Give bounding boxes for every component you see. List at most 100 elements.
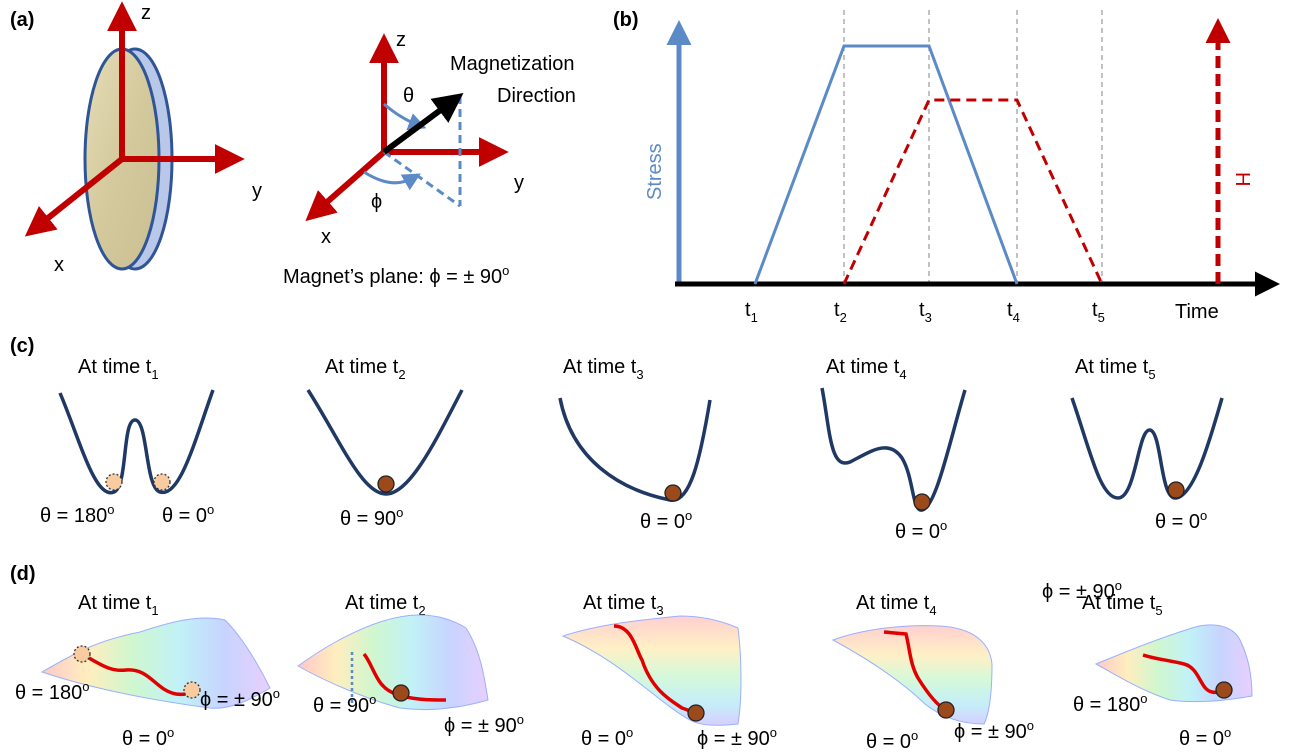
magnet-plane-caption: Magnet’s plane: ϕ = ± 90o (283, 263, 509, 288)
panel-d-title: At time t3 (583, 592, 664, 618)
time-tick-label-sub: 5 (1098, 310, 1105, 325)
panel-d: (d) At time t1 At time t2 At time t3 At tim… (10, 563, 1253, 753)
spherical-coords: z y x θ ϕ Magnetization Direction (305, 29, 576, 248)
panel-d-angle-label: θ = 0o (1179, 725, 1231, 750)
panel-d-title: At time t1 (78, 592, 159, 618)
panel-d-angle-label: θ = 0o (866, 728, 918, 753)
phi-arc (363, 170, 421, 191)
panel-d-angle-label-sup: o (626, 725, 633, 740)
panel-c-theta-label-sup: o (1200, 508, 1207, 523)
theta-arc (383, 102, 427, 131)
h-label: H (1231, 172, 1253, 186)
ghost-ball-0 (153, 473, 171, 491)
panel-d-angle-label-sup: o (517, 712, 524, 727)
panel-d-angle-label-text: θ = 0 (866, 731, 911, 753)
panel-d-angle-label-sup: o (1115, 578, 1122, 593)
time-tick-label-text: t (834, 299, 840, 321)
panel-d-title-text: At time t (583, 592, 657, 614)
panel-d-angle-label: ϕ = ± 90o (1042, 578, 1122, 603)
panel-d-angle-label: ϕ = ± 90o (697, 725, 777, 750)
coord-y-label: y (514, 172, 524, 194)
coord-x-label: x (321, 226, 331, 248)
panel-d-title-sub: 4 (929, 603, 936, 618)
time-tick-label-text: t (919, 299, 925, 321)
panel-c-title-sub: 3 (636, 367, 643, 382)
ghost-ball-d1a (73, 645, 91, 663)
phi-symbol: ϕ (371, 191, 382, 213)
time-tick-label: t5 (1092, 299, 1105, 325)
time-tick-label: t4 (1007, 299, 1020, 325)
ball-d4 (937, 701, 955, 719)
magnetization-label-2: Direction (497, 85, 576, 107)
panel-d-title-text: At time t (1082, 592, 1156, 614)
panel-d-angle-label-text: θ = 0 (1179, 728, 1224, 750)
path-t4 (883, 630, 947, 712)
ball-t5 (1167, 481, 1185, 499)
panel-d-title-sub: 2 (418, 603, 425, 618)
panel-a-label: (a) (10, 9, 34, 31)
panel-c-theta-label-sup: o (396, 505, 403, 520)
energy-curve-t2 (306, 389, 464, 496)
panel-d-title: At time t5 (1082, 592, 1163, 618)
panel-c-title-sub: 2 (398, 367, 405, 382)
panel-c-title: At time t2 (325, 356, 406, 382)
panel-c-title-text: At time t (1075, 356, 1149, 378)
panel-d-title-text: At time t (78, 592, 152, 614)
panel-d-title-sub: 3 (656, 603, 663, 618)
panel-d-angle-label-text: ϕ = ± 90 (444, 715, 517, 737)
panel-c-theta-label-sup: o (940, 518, 947, 533)
ghost-ball-d1b (183, 681, 201, 699)
time-tick-label: t1 (745, 299, 758, 325)
panel-d-angle-label: θ = 180o (15, 679, 90, 704)
caption-main: Magnet’s plane: ϕ = ± 90 (283, 266, 502, 288)
theta-symbol: θ (403, 85, 414, 107)
panel-c-titles: At time t1 At time t2 At time t3 At time t4… (78, 356, 1156, 382)
panel-d-angle-label-text: ϕ = ± 90 (954, 721, 1027, 743)
panel-c-labels: θ = 180o θ = 0o θ = 90o θ = 0oθ = 0o θ = 0o (40, 502, 1207, 543)
panel-d-angle-label-sup: o (82, 679, 89, 694)
panel-d-angle-label-text: θ = 90 (313, 695, 369, 717)
ball-d5 (1215, 681, 1233, 699)
stress-label: Stress (644, 143, 666, 200)
panel-c-title-text: At time t (826, 356, 900, 378)
disk-x-axis (24, 156, 124, 237)
panel-d-title-text: At time t (345, 592, 419, 614)
panel-d-angle-label-sup: o (1140, 691, 1147, 706)
panel-c-theta-label: θ = 0o (1155, 508, 1207, 533)
time-tick-label-sub: 3 (925, 310, 932, 325)
panel-c-theta-label-sup: o (207, 502, 214, 517)
magnetization-label-1: Magnetization (450, 53, 575, 75)
surface-t4 (831, 625, 993, 725)
panel-d-angle-label-sup: o (167, 725, 174, 740)
energy-curve-t4 (820, 387, 967, 512)
panel-d-label: (d) (10, 563, 36, 585)
panel-d-angle-label: ϕ = ± 90o (444, 712, 524, 737)
time-tick-label-sub: 1 (751, 310, 758, 325)
time-tick-label: t2 (834, 299, 847, 325)
panel-d-angle-label-text: ϕ = ± 90 (1042, 581, 1115, 603)
panel-d-title-sub: 1 (151, 603, 158, 618)
panel-c-title: At time t5 (1075, 356, 1156, 382)
panel-d-angle-label-sup: o (273, 686, 280, 701)
panel-c: (c) At time t1 At time t2 At time t3 At tim… (10, 335, 1224, 543)
surface-t3 (561, 615, 742, 726)
time-tick-label: t3 (919, 299, 932, 325)
panel-d-title-text: At time t (856, 592, 930, 614)
disk-z-label: z (141, 2, 151, 24)
panel-d-angle-label-sup: o (770, 725, 777, 740)
time-tick-label-sub: 4 (1013, 310, 1020, 325)
panel-d-angle-label-sup: o (1224, 725, 1231, 740)
panel-c-label: (c) (10, 335, 34, 357)
ball-d2 (392, 684, 410, 702)
coord-x-axis (305, 149, 386, 222)
panel-a: (a) z y x z y x θ ϕ (10, 1, 576, 288)
ball-t3 (664, 484, 682, 502)
panel-d-angle-label: θ = 90o (313, 692, 376, 717)
panel-c-title: At time t1 (78, 356, 159, 382)
panel-d-angle-label: θ = 0o (122, 725, 174, 750)
panel-d-angle-label-text: θ = 180 (1073, 694, 1140, 716)
panel-c-theta-label: θ = 0o (162, 502, 214, 527)
panel-c-theta-label-text: θ = 90 (340, 508, 396, 530)
